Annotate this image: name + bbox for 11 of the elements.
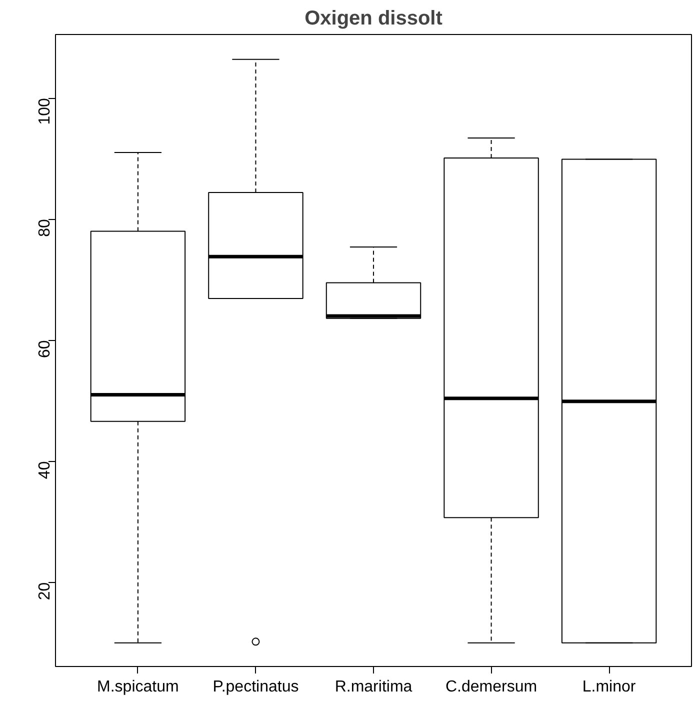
y-tick-label: 20 [36, 582, 54, 600]
x-tick-label: R.maritima [334, 678, 412, 696]
x-tick-label: C.demersum [445, 678, 538, 696]
chart-title: Oxigen dissolt [304, 8, 443, 30]
y-tick-label: 40 [36, 461, 54, 480]
y-tick-label: 100 [36, 98, 54, 125]
x-tick-label: M.spicatum [97, 678, 179, 696]
x-tick-label: L.minor [582, 678, 636, 696]
y-tick-label: 60 [36, 340, 54, 358]
y-tick-label: 80 [36, 219, 54, 237]
x-tick-label: P.pectinatus [212, 678, 299, 696]
